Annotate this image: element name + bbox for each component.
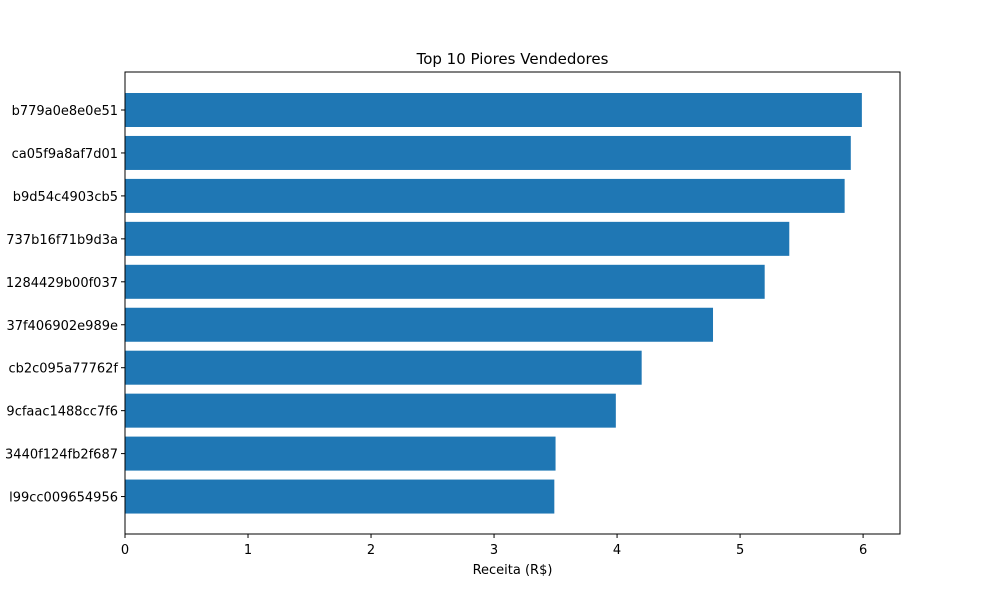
y-tick-label: l99cc009654956 (9, 491, 118, 506)
x-tick-label: 3 (490, 543, 498, 558)
bars-group (125, 93, 862, 514)
y-tick-label: b779a0e8e0e51 (12, 104, 118, 119)
x-tick-label: 4 (613, 543, 621, 558)
plot-area-frame (124, 71, 901, 535)
x-axis-ticks: 0 1 2 3 4 5 6 (121, 534, 867, 558)
bar (125, 307, 714, 342)
bar (125, 393, 616, 428)
y-tick-label: 737b16f71b9d3a (6, 233, 118, 248)
bar (125, 479, 555, 514)
x-tick-label: 6 (859, 543, 867, 558)
bar (125, 135, 851, 170)
y-tick-label: 3440f124fb2f687 (5, 448, 118, 463)
y-tick-label: b9d54c4903cb5 (13, 190, 118, 205)
y-tick-label: 1284429b00f037 (6, 276, 118, 291)
bar (125, 178, 845, 213)
x-tick-label: 2 (367, 543, 375, 558)
x-tick-label: 1 (244, 543, 252, 558)
bar (125, 221, 790, 256)
y-tick-label: cb2c095a77762f (8, 362, 118, 377)
bar (125, 93, 862, 127)
y-tick-label: 37f406902e989e (6, 319, 118, 334)
bar (125, 264, 765, 299)
chart-title: Top 10 Piores Vendedores (416, 50, 609, 68)
x-tick-label: 5 (736, 543, 744, 558)
x-axis-label: Receita (R$) (473, 563, 553, 578)
bar (125, 350, 642, 385)
bar (125, 436, 556, 471)
x-tick-label: 0 (121, 543, 129, 558)
y-axis-ticks: b779a0e8e0e51 ca05f9a8af7d01 b9d54c4903cb5… (5, 104, 125, 506)
y-tick-label: ca05f9a8af7d01 (12, 147, 118, 162)
y-tick-label: 9cfaac1488cc7f6 (6, 405, 118, 420)
